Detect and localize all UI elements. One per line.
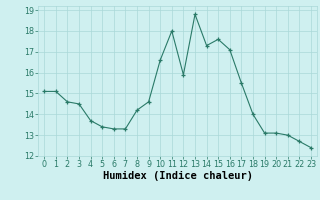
X-axis label: Humidex (Indice chaleur): Humidex (Indice chaleur) <box>103 171 252 181</box>
